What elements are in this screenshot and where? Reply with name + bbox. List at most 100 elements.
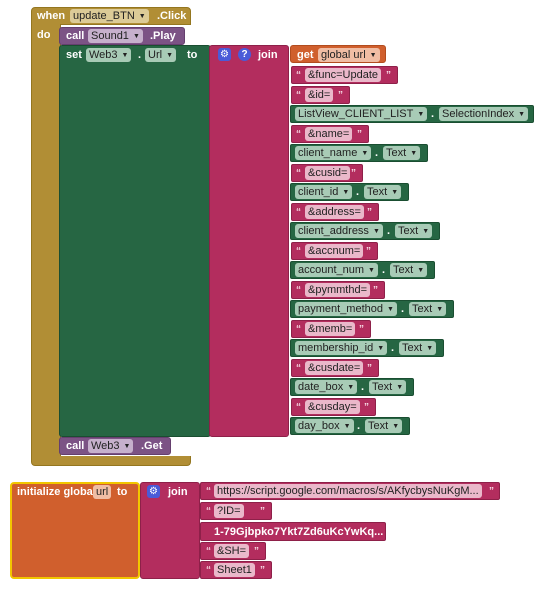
global-url-dropdown[interactable]: global url ▼ (318, 48, 380, 62)
get-label: get (297, 49, 314, 61)
init-join-block[interactable] (140, 482, 200, 579)
text-value[interactable]: &cusid= (305, 166, 351, 180)
open-quote: “ (206, 546, 211, 557)
component-label: account_num (298, 264, 365, 276)
component-dropdown[interactable]: day_box ▼ (295, 419, 354, 433)
sheet-id-text-block[interactable] (200, 522, 386, 541)
init-to-label: to (117, 486, 128, 498)
property-dropdown[interactable]: Text ▼ (369, 380, 407, 394)
text-value[interactable]: &name= (305, 127, 353, 141)
set-web3-url-block[interactable] (59, 45, 211, 437)
component-label: ListView_CLIENT_LIST (298, 108, 414, 120)
close-quote: ” (254, 546, 259, 557)
text-value[interactable]: &cusday= (305, 400, 360, 414)
property-dot: . (356, 186, 360, 198)
property-dot: . (138, 49, 142, 61)
text-value[interactable]: &address= (305, 205, 364, 219)
component-dropdown[interactable]: client_id ▼ (295, 185, 353, 199)
property-dropdown[interactable]: Text ▼ (364, 185, 402, 199)
property-dot: . (357, 420, 361, 432)
property-dropdown[interactable]: Text ▼ (399, 341, 437, 355)
component-dropdown[interactable]: client_name ▼ (295, 146, 372, 160)
url-property-label: Url (148, 49, 163, 61)
text-value[interactable]: &memb= (305, 322, 356, 336)
close-quote: ” (373, 285, 378, 296)
mutator-gear-icon[interactable]: ⚙ (218, 48, 231, 61)
chevron-down-icon: ▼ (138, 13, 146, 20)
url-text-value[interactable]: https://script.google.com/macros/s/AKfyc… (214, 484, 482, 498)
init-join-label: join (168, 486, 188, 498)
property-dot: . (382, 264, 386, 276)
global-url-label: global url (321, 49, 366, 61)
chevron-down-icon: ▼ (387, 306, 394, 313)
close-quote: ” (366, 246, 371, 257)
event-component-dropdown[interactable]: update_BTN ▼ (70, 9, 149, 23)
text-value[interactable]: &pymmthd= (305, 283, 370, 297)
close-quote: ” (359, 324, 364, 335)
property-dropdown[interactable]: Text ▼ (365, 419, 403, 433)
component-dropdown[interactable]: date_box ▼ (295, 380, 358, 394)
sheet-id-text-value[interactable]: 1-79Gjbpko7Ykt7Zd6uKcYwKq... (214, 526, 384, 538)
web3-component-dropdown[interactable]: Web3 ▼ (86, 48, 132, 62)
chevron-down-icon: ▼ (391, 189, 399, 196)
sound1-component-dropdown[interactable]: Sound1 ▼ (88, 29, 143, 43)
url-property-dropdown[interactable]: Url ▼ (145, 48, 176, 62)
component-dropdown[interactable]: payment_method ▼ (295, 302, 397, 316)
component-label: client_name (298, 147, 358, 159)
global-name-field[interactable]: url (93, 485, 112, 499)
component-dropdown[interactable]: account_num ▼ (295, 263, 378, 277)
property-dropdown[interactable]: Text ▼ (395, 224, 433, 238)
text-value[interactable]: &accnum= (305, 244, 364, 258)
property-dot: . (361, 381, 365, 393)
property-dropdown[interactable]: Text ▼ (383, 146, 421, 160)
help-icon[interactable]: ? (238, 48, 251, 61)
text-value[interactable]: &id= (305, 88, 334, 102)
open-quote: “ (206, 486, 211, 497)
property-dropdown[interactable]: Text ▼ (390, 263, 428, 277)
component-dropdown[interactable]: membership_id ▼ (295, 341, 388, 355)
component-dropdown[interactable]: ListView_CLIENT_LIST ▼ (295, 107, 428, 121)
sheet1-text-value[interactable]: Sheet1 (214, 563, 255, 577)
property-label: Text (367, 186, 388, 198)
chevron-down-icon: ▼ (426, 345, 434, 352)
open-quote: “ (296, 207, 301, 218)
initialize-global-url-block[interactable] (10, 482, 140, 579)
sound1-component-label: Sound1 (91, 30, 129, 42)
id-text-value[interactable]: ?ID= (214, 504, 244, 518)
chevron-down-icon: ▼ (422, 228, 430, 235)
property-dropdown[interactable]: SelectionIndex ▼ (439, 107, 529, 121)
web3-component-label: Web3 (89, 49, 118, 61)
initialize-global-label: initialize global (17, 486, 96, 498)
play-method-label: .Play (150, 30, 176, 42)
property-label: Text (393, 264, 414, 276)
join-block[interactable] (209, 45, 289, 437)
chevron-down-icon: ▼ (392, 423, 400, 430)
open-quote: “ (296, 129, 301, 140)
close-quote: ” (367, 363, 372, 374)
do-label: do (37, 29, 51, 41)
web3-get-component-dropdown[interactable]: Web3 ▼ (88, 439, 134, 453)
property-label: Text (412, 303, 433, 315)
property-label: Text (386, 147, 407, 159)
mutator-gear-icon[interactable]: ⚙ (147, 485, 160, 498)
open-quote: “ (296, 70, 301, 81)
property-dropdown[interactable]: Text ▼ (409, 302, 447, 316)
close-quote: ” (351, 168, 356, 179)
property-dot: . (431, 108, 435, 120)
text-value[interactable]: &cusdate= (305, 361, 364, 375)
property-label: Text (402, 342, 423, 354)
get-method-label: .Get (141, 440, 163, 452)
close-quote: ” (386, 70, 391, 81)
open-quote: “ (296, 246, 301, 257)
text-value[interactable]: &func=Update (305, 68, 382, 82)
to-label: to (187, 49, 198, 61)
property-dot: . (391, 342, 395, 354)
property-label: Text (372, 381, 393, 393)
join-label: join (258, 49, 278, 61)
sh-text-value[interactable]: &SH= (214, 544, 250, 558)
property-dot: . (401, 303, 405, 315)
component-dropdown[interactable]: client_address ▼ (295, 224, 383, 238)
chevron-down-icon: ▼ (166, 52, 173, 59)
chevron-down-icon: ▼ (343, 423, 351, 430)
property-label: Text (398, 225, 419, 237)
